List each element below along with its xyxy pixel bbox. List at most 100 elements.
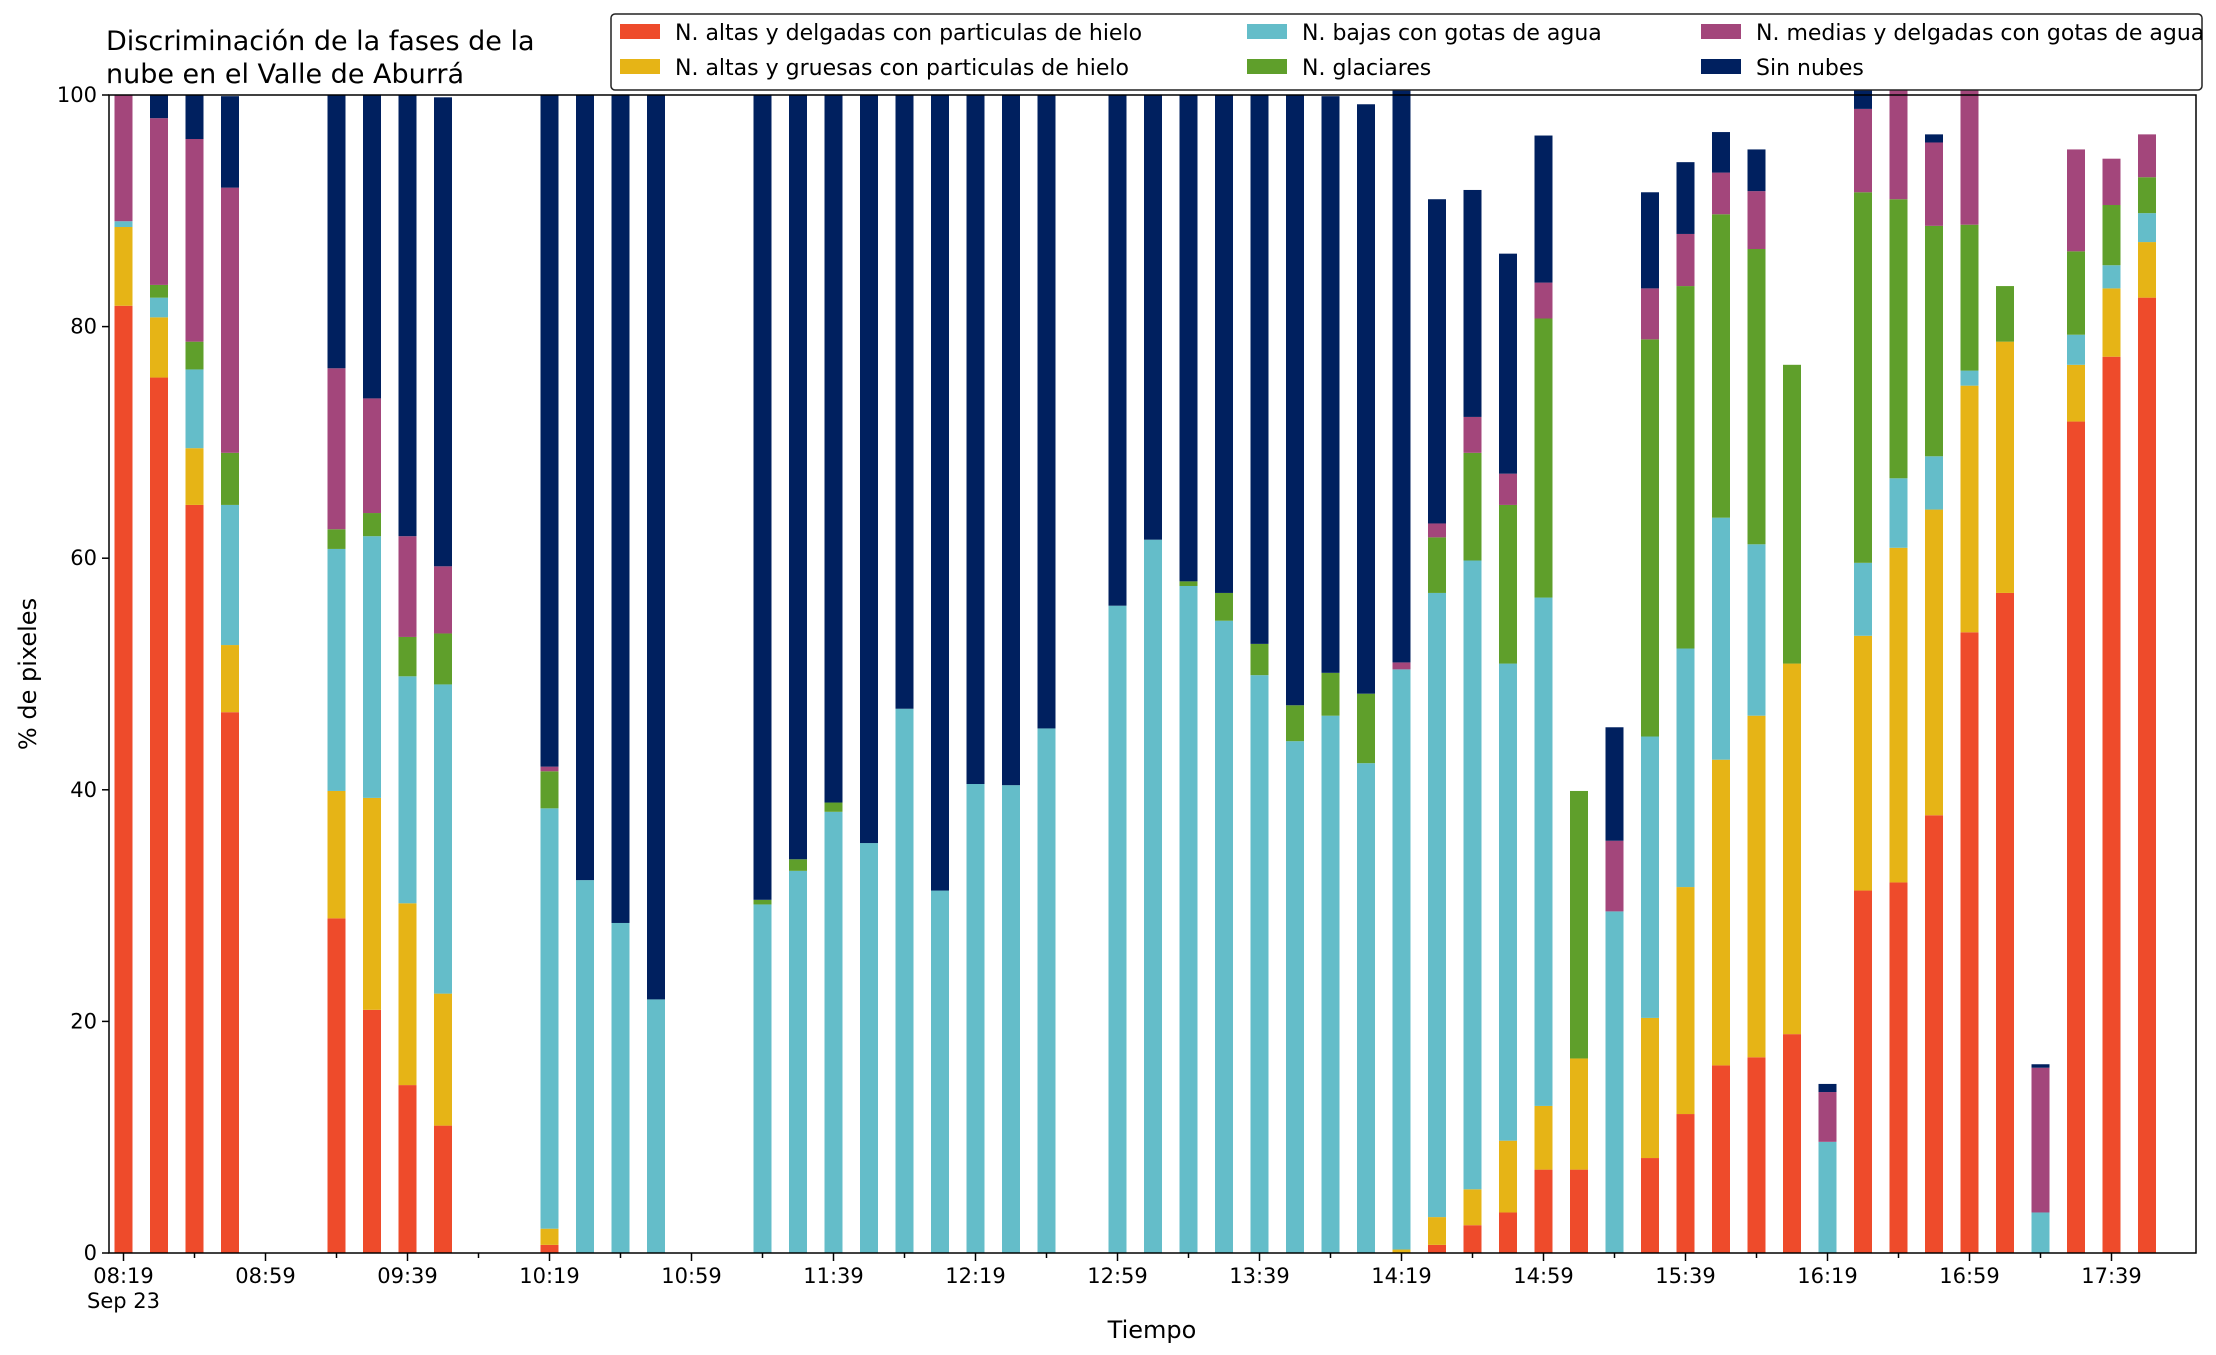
- x-tick-label: 12:59: [1087, 1264, 1148, 1288]
- bar-segment-1149-s2: [860, 843, 878, 1253]
- bar-segment-1139-s3: [824, 802, 843, 812]
- bar-segment-1539-s4: [1676, 233, 1695, 287]
- bar-segment-1019-s4: [540, 766, 559, 772]
- bar-segment-0939-s2: [398, 676, 417, 904]
- bar-segment-1259-s5: [1108, 95, 1127, 606]
- bar-segment-0939-s5: [398, 95, 417, 537]
- bar-segment-1229-s5: [1002, 95, 1020, 786]
- x-axis: 08:19 08:59 09:39 10:19 10:59 11:39 12:19 12:59…: [87, 1253, 2142, 1313]
- bar-segment-0819-s1: [114, 227, 133, 306]
- bar-segment-1119-s3: [753, 899, 772, 905]
- bar-segment-1039-s2: [611, 922, 630, 1253]
- bar-segment-0819-s0: [114, 305, 133, 1253]
- bar-segment-1349-s5: [1286, 95, 1304, 706]
- bar-segment-1709-s0: [1996, 592, 2014, 1253]
- bar-segment-0839-s5: [185, 95, 204, 139]
- bar-segment-1629-s0: [1854, 890, 1872, 1253]
- bar-segment-1239-s5: [1037, 95, 1056, 729]
- bar-segment-1239-s2: [1037, 728, 1056, 1253]
- bar-segment-1329-s5: [1215, 95, 1233, 593]
- bar-segment-1129-s3: [789, 859, 807, 871]
- bar-segment-1409-s3: [1357, 693, 1375, 764]
- bar-segment-1019-s2: [540, 808, 559, 1229]
- y-axis: 0 20 40 60 80 100: [57, 83, 109, 1265]
- bar-segment-1629-s4: [1854, 108, 1872, 193]
- legend-label: N. glaciares: [1302, 56, 1431, 81]
- x-tick-label: 14:19: [1371, 1264, 1432, 1288]
- bar-segment-1459-s5: [1534, 135, 1553, 283]
- bar-segment-1429-s1: [1428, 1217, 1446, 1245]
- bar-segment-1429-s5: [1428, 199, 1446, 524]
- bar-segment-1559-s5: [1747, 149, 1766, 192]
- bar-segment-1349-s2: [1286, 741, 1304, 1253]
- bar-segment-1119-s2: [753, 904, 772, 1253]
- bar-segment-1439-s1: [1463, 1189, 1482, 1226]
- bar-segment-1609-s3: [1783, 364, 1801, 664]
- bar-segment-1409-s5: [1357, 104, 1375, 694]
- legend-swatch: [1247, 59, 1287, 74]
- bar-segment-0829-s2: [150, 297, 168, 318]
- bar-segment-1749-s3: [2138, 177, 2156, 214]
- bar-segment-0839-s2: [185, 369, 204, 449]
- bar-segment-1449-s3: [1499, 504, 1517, 664]
- bar-segment-0929-s2: [363, 536, 381, 798]
- bar-segment-1729-s2: [2067, 334, 2085, 365]
- bar-segment-1429-s3: [1428, 537, 1446, 593]
- y-tick-label: 40: [70, 778, 97, 802]
- bar-segment-0849-s1: [221, 645, 239, 713]
- bar-segment-0949-s1: [434, 993, 452, 1126]
- bar-segment-1159-s2: [895, 708, 914, 1253]
- bar-segment-0849-s2: [221, 504, 239, 646]
- y-axis-label: % de pixeles: [14, 598, 42, 750]
- bar-segment-1639-s4: [1889, 89, 1908, 200]
- bar-segment-0839-s3: [185, 341, 204, 370]
- bar-segment-0949-s5: [434, 97, 452, 567]
- x-tick-label: 10:59: [661, 1264, 722, 1288]
- bar-segment-0939-s3: [398, 636, 417, 677]
- bar-segment-1539-s5: [1676, 162, 1695, 234]
- bar-segment-1719-s2: [2031, 1212, 2050, 1253]
- bar-segment-1319-s3: [1179, 581, 1198, 586]
- bar-segment-1459-s4: [1534, 282, 1553, 319]
- bar-segment-1019-s1: [540, 1228, 559, 1245]
- bar-segment-0929-s0: [363, 1009, 381, 1253]
- x-tick-label: 10:19: [519, 1264, 580, 1288]
- bar-segment-1619-s5: [1818, 1083, 1837, 1093]
- bar-segment-1019-s0: [540, 1244, 559, 1253]
- bar-segment-1519-s2: [1605, 911, 1624, 1253]
- plot-frame: [108, 94, 2197, 1254]
- x-tick-label: 08:59: [235, 1264, 296, 1288]
- bar-segment-1049-s5: [647, 95, 665, 1000]
- bar-segment-1439-s3: [1463, 452, 1482, 561]
- bar-segment-0949-s2: [434, 684, 452, 994]
- bar-segment-1549-s5: [1712, 132, 1730, 173]
- bar-segment-0919-s2: [327, 548, 346, 791]
- bar-segment-1619-s4: [1818, 1092, 1837, 1142]
- bar-segment-1359-s2: [1321, 715, 1340, 1253]
- bar-segment-1639-s2: [1889, 478, 1908, 548]
- bar-segment-1419-s5: [1392, 73, 1411, 663]
- bar-segment-0919-s4: [327, 368, 346, 530]
- bar-segment-1549-s4: [1712, 172, 1730, 215]
- bar-segment-1659-s2: [1960, 370, 1979, 386]
- y-tick-label: 0: [84, 1241, 97, 1265]
- bar-segment-1219-s5: [966, 95, 985, 785]
- bar-segment-1429-s0: [1428, 1244, 1446, 1253]
- chart-title-line-2: nube en el Valle de Aburrá: [106, 59, 464, 90]
- bar-segment-1709-s1: [1996, 341, 2014, 593]
- x-tick-label: 12:19: [945, 1264, 1006, 1288]
- bar-segment-1429-s4: [1428, 523, 1446, 538]
- x-tick-label: 09:39: [377, 1264, 438, 1288]
- bar-segment-1529-s2: [1641, 736, 1659, 1018]
- bar-segment-1749-s2: [2138, 213, 2156, 243]
- bar-segment-1649-s2: [1925, 456, 1943, 510]
- bar-segment-1419-s1: [1392, 1249, 1411, 1253]
- bar-segment-1719-s4: [2031, 1067, 2050, 1213]
- bar-segment-1309-s2: [1144, 539, 1162, 1253]
- legend-swatch: [1701, 24, 1741, 39]
- bar-segment-1449-s1: [1499, 1140, 1517, 1213]
- x-axis-label: Tiempo: [1107, 1316, 1197, 1344]
- bar-segment-0939-s1: [398, 903, 417, 1086]
- bar-segment-1339-s5: [1250, 95, 1269, 644]
